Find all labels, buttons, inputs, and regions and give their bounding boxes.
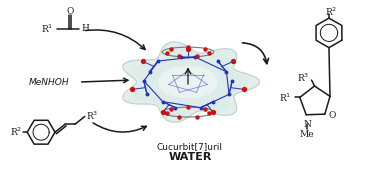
Text: Cucurbit[7]uril: Cucurbit[7]uril [157, 142, 223, 151]
Text: R$^2$: R$^2$ [10, 126, 22, 138]
Text: R$^1$: R$^1$ [279, 91, 292, 104]
Text: O: O [66, 7, 74, 16]
Polygon shape [123, 42, 259, 122]
Text: O: O [329, 111, 336, 120]
Text: N: N [303, 120, 311, 129]
Text: H: H [82, 24, 90, 33]
Polygon shape [158, 66, 218, 98]
Text: Me: Me [300, 130, 314, 139]
Text: R$^1$: R$^1$ [41, 23, 53, 35]
Text: MeNHOH: MeNHOH [29, 78, 70, 87]
Text: R$^2$: R$^2$ [325, 6, 337, 18]
Text: WATER: WATER [168, 152, 212, 162]
Text: R$^3$: R$^3$ [86, 109, 98, 122]
Polygon shape [133, 48, 248, 116]
Text: R$^3$: R$^3$ [297, 72, 310, 84]
